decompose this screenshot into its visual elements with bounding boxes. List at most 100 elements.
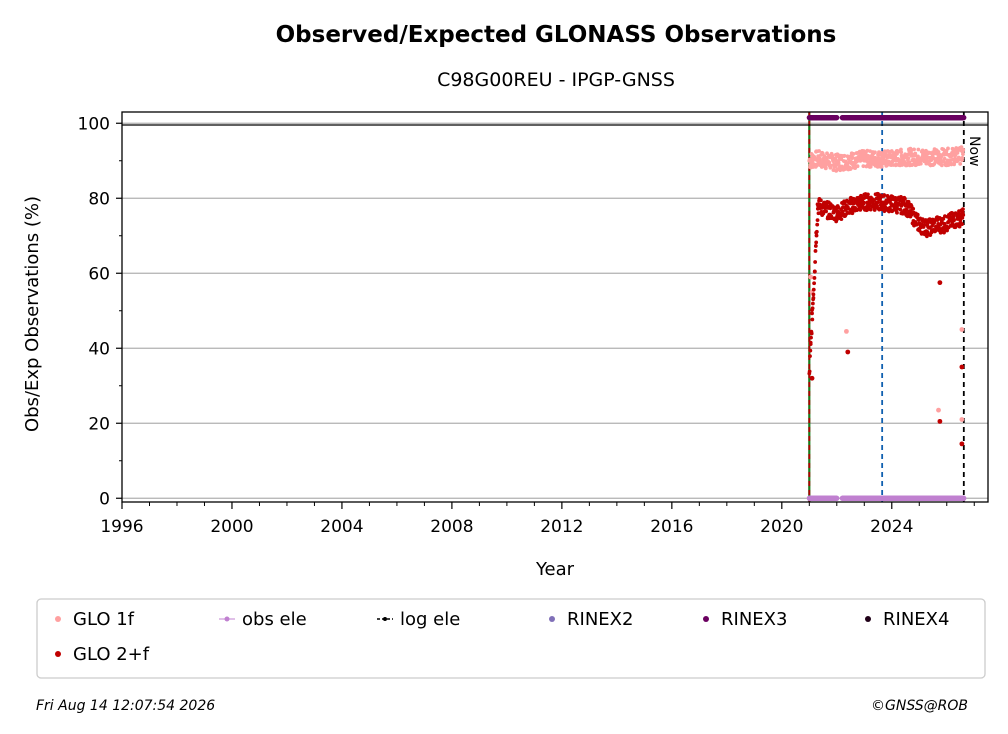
x-axis-ticks: 1996 2000 2004 2008 2012 2016 2020 2024 — [100, 502, 975, 537]
data-point — [901, 201, 906, 206]
data-point — [958, 161, 963, 166]
data-point — [951, 213, 956, 218]
data-point — [960, 155, 965, 160]
data-point — [873, 150, 877, 155]
data-point — [875, 200, 880, 205]
data-point — [915, 212, 920, 217]
data-point — [810, 311, 814, 316]
data-point — [813, 249, 818, 253]
data-point — [850, 156, 855, 161]
data-point — [936, 407, 941, 413]
data-point — [858, 207, 863, 212]
data-point — [834, 217, 839, 222]
data-point — [807, 369, 812, 374]
data-point — [952, 218, 956, 222]
data-point — [879, 164, 884, 169]
x-tick-label: 2008 — [430, 517, 473, 537]
data-point — [906, 156, 911, 161]
legend-label: RINEX2 — [567, 609, 633, 630]
legend-marker — [703, 616, 709, 622]
data-point — [834, 115, 840, 121]
series-glo-2-f — [807, 191, 966, 447]
data-point — [904, 207, 909, 212]
data-point — [810, 301, 815, 306]
series-glo-1f — [807, 145, 966, 422]
data-point — [861, 164, 866, 169]
x-tick-label: 2004 — [320, 517, 363, 537]
chart-title: Observed/Expected GLONASS Observations — [276, 22, 837, 48]
data-point — [813, 260, 818, 264]
data-point — [812, 276, 817, 280]
data-point — [959, 364, 965, 370]
data-point — [812, 281, 817, 286]
legend-label: log ele — [400, 609, 460, 630]
legend-label: obs ele — [242, 609, 307, 630]
data-point — [918, 161, 923, 166]
data-point — [850, 211, 855, 216]
data-point — [815, 218, 820, 222]
data-point — [808, 354, 812, 359]
x-tick-label: 2024 — [870, 517, 913, 537]
legend-marker — [55, 616, 61, 622]
data-point — [942, 221, 947, 226]
data-point — [823, 166, 828, 171]
data-point — [912, 147, 916, 152]
data-point — [839, 217, 844, 222]
data-point — [895, 206, 900, 211]
data-point — [809, 375, 815, 381]
data-point — [813, 244, 818, 248]
data-point — [811, 287, 816, 292]
data-point — [911, 206, 916, 211]
data-point — [810, 317, 815, 322]
data-series — [806, 115, 967, 501]
data-point — [898, 207, 903, 212]
data-point — [836, 160, 841, 165]
footer-credit: ©GNSS@ROB — [871, 698, 968, 714]
data-point — [937, 280, 943, 286]
data-point — [811, 292, 816, 297]
data-point — [824, 209, 829, 214]
data-point — [868, 207, 873, 212]
y-tick-label: 0 — [99, 489, 110, 509]
data-point — [866, 192, 870, 197]
legend-marker — [549, 616, 555, 622]
data-point — [913, 151, 918, 156]
data-point — [959, 327, 965, 332]
data-point — [939, 163, 944, 168]
legend-item-rinex2: RINEX2 — [549, 609, 633, 630]
legend-marker — [383, 617, 387, 621]
y-tick-label: 80 — [88, 189, 110, 209]
now-label: Now — [966, 136, 982, 167]
data-point — [914, 222, 919, 227]
legend-label: RINEX4 — [883, 609, 949, 630]
data-point — [862, 200, 866, 205]
plot-frame — [121, 111, 989, 503]
data-point — [828, 163, 833, 168]
x-tick-label: 2000 — [210, 517, 253, 537]
data-point — [959, 145, 964, 150]
data-point — [961, 147, 966, 152]
data-point — [893, 154, 898, 159]
data-point — [960, 222, 964, 226]
y-tick-label: 100 — [78, 114, 110, 134]
legend-item-log-ele: log ele — [377, 609, 460, 630]
data-point — [959, 417, 965, 422]
data-point — [957, 224, 962, 229]
legend-marker — [865, 616, 871, 622]
data-point — [882, 154, 887, 159]
y-tick-label: 40 — [88, 339, 110, 359]
legend-item-rinex4: RINEX4 — [865, 609, 949, 630]
data-point — [882, 193, 887, 197]
data-point — [961, 115, 967, 121]
x-tick-label: 2016 — [650, 517, 693, 537]
data-point — [961, 152, 965, 157]
data-point — [899, 150, 904, 155]
vertical-markers — [808, 112, 965, 502]
data-point — [842, 153, 847, 158]
data-point — [942, 156, 947, 161]
legend-label: RINEX3 — [721, 609, 787, 630]
data-point — [819, 198, 823, 203]
x-tick-label: 2012 — [540, 517, 583, 537]
series-rinex3 — [806, 115, 967, 121]
